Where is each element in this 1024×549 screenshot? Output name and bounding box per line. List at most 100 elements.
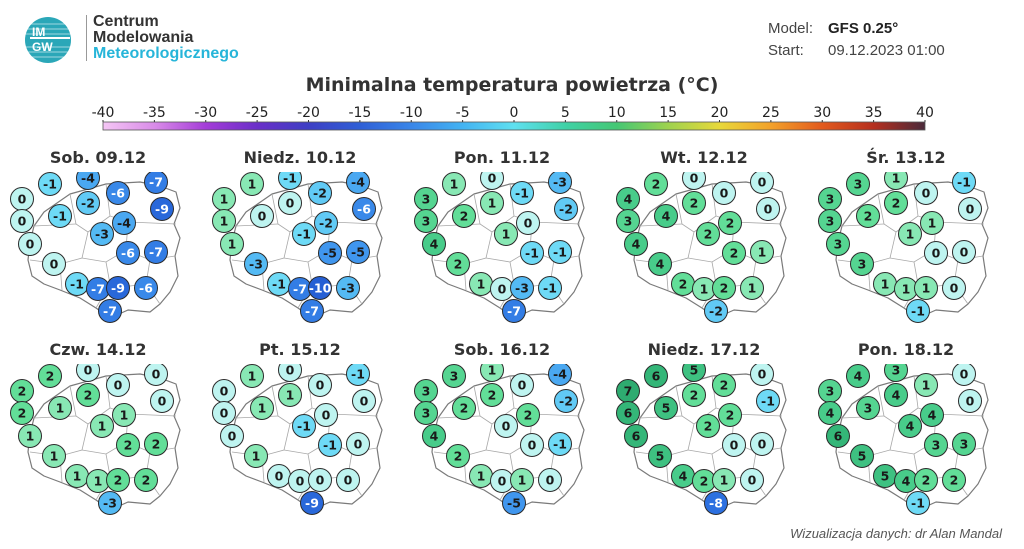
temperature-marker: -7 [98,299,122,323]
temperature-marker: 0 [958,389,982,413]
temperature-marker: -10 [308,276,332,300]
scale-tick-label: -5 [456,105,470,121]
temperature-value: 2 [524,408,533,423]
temperature-marker-circle [144,432,168,456]
temperature-value: -7 [103,304,117,319]
temperature-value: 0 [354,437,363,452]
panel-day-label: Pon. 11.12 [453,148,551,167]
temperature-marker: 1 [240,172,264,196]
temperature-marker-circle [718,211,742,235]
temperature-marker: -4 [76,172,100,190]
scale-tick-label: 25 [762,105,780,121]
temperature-marker: 0 [144,364,168,386]
temperature-marker: 2 [516,403,540,427]
temperature-marker-circle [422,232,446,256]
temperature-marker: 5 [648,444,672,468]
temperature-marker: 1 [510,468,534,492]
forecast-panel: Pt. 15.12 1 0 -1 0 0 0 0 1 1 0 0 -1 0 1 -1 0 0 0 0 -9 [212,340,388,530]
temperature-value: 0 [50,257,59,272]
temperature-marker: 0 [220,424,244,448]
poland-map: -1 -4 -7 0 -6 -9 0 -1 -2 -4 0 -3 -7 0 -6 -1 -7 -9 -6 -7 [10,172,181,323]
temperature-marker-circle [818,401,842,425]
temperature-marker-circle [48,396,72,420]
temperature-marker-circle [308,276,332,300]
temperature-marker: -7 [144,172,168,194]
temperature-value: 4 [430,237,439,252]
temperature-marker-circle [480,191,504,215]
temperature-marker-circle [442,364,466,388]
temperature-value: 2 [460,401,469,416]
temperature-marker-circle [300,299,324,323]
temperature-marker-circle [480,383,504,407]
temperature-value: 2 [864,209,873,224]
temperature-value: 1 [286,388,295,403]
temperature-marker-circle [346,172,370,194]
temperature-value: 6 [652,369,661,384]
temperature-marker-circle [308,468,332,492]
temperature-marker: 0 [336,468,360,492]
temperature-value: -6 [357,202,371,217]
temperature-marker: 5 [654,396,678,420]
temperature-marker: -4 [548,364,572,386]
forecast-panel: Niedz. 17.12 6 5 0 7 2 -1 6 5 2 2 6 2 0 5 0 4 2 1 0 -8 [616,340,792,530]
temperature-marker: -1 [65,272,89,296]
temperature-value: 0 [966,394,975,409]
temperature-marker: 4 [884,383,908,407]
temperature-value: -2 [81,196,95,211]
temperature-value: 1 [488,196,497,211]
forecast-panel: Czw. 14.12 2 0 0 2 0 0 2 1 2 1 1 1 2 1 2 1 1 2 2 -3 [10,340,186,530]
temperature-marker-circle [740,276,764,300]
scale-tick-label: -35 [143,105,166,121]
temperature-marker-circle [318,433,342,457]
temperature-value: 3 [932,438,941,453]
temperature-value: -2 [559,394,573,409]
temperature-marker: 3 [856,396,880,420]
temperature-marker-circle [510,276,534,300]
temperature-marker-circle [240,172,264,196]
temperature-value: -7 [293,282,307,297]
temperature-marker: -1 [48,204,72,228]
forecast-panel: Sob. 09.12 -1 -4 -7 0 -6 -9 0 -1 -2 -4 0 -3 -7 0 -6 -1 -7… [10,148,186,338]
temperature-marker-circle [920,211,944,235]
temperature-marker: 6 [644,364,668,388]
temperature-value: 2 [488,388,497,403]
temperature-marker: -1 [267,272,291,296]
temperature-marker-circle [278,383,302,407]
temperature-marker: 2 [692,469,716,493]
temperature-marker-circle [292,222,316,246]
temperature-marker: -5 [502,491,526,515]
temperature-marker-circle [48,204,72,228]
temperature-marker: -6 [352,197,376,221]
panel-day-label: Czw. 14.12 [49,340,147,359]
brand-name: Centrum Modelowania Meteorologicznego [93,14,239,62]
temperature-value: 0 [922,186,931,201]
temperature-marker-circle [914,468,938,492]
scale-tick-label: -15 [348,105,371,121]
temperature-marker: 2 [914,468,938,492]
temperature-marker: 3 [818,187,842,211]
temperature-value: 1 [220,192,229,207]
temperature-marker: 0 [346,432,370,456]
temperature-marker-circle [112,211,136,235]
temperature-value: 1 [73,469,82,484]
temperature-marker: 1 [914,373,938,397]
temperature-value: -1 [911,304,925,319]
temperature-marker: -3 [90,222,114,246]
temperature-value: 0 [286,196,295,211]
temperature-marker-circle [654,396,678,420]
temperature-marker: 2 [682,191,706,215]
temperature-marker-circle [644,172,668,196]
temperature-marker: -1 [278,172,302,190]
temperature-value: -1 [543,281,557,296]
temperature-value: 0 [84,364,93,378]
temperature-marker: 2 [718,403,742,427]
temperature-value: 1 [258,401,267,416]
scale-tick-label: -25 [246,105,269,121]
temperature-value: 0 [524,216,533,231]
temperature-marker-circle [750,432,774,456]
temperature-value: -5 [507,496,521,511]
temperature-value: 2 [18,384,27,399]
